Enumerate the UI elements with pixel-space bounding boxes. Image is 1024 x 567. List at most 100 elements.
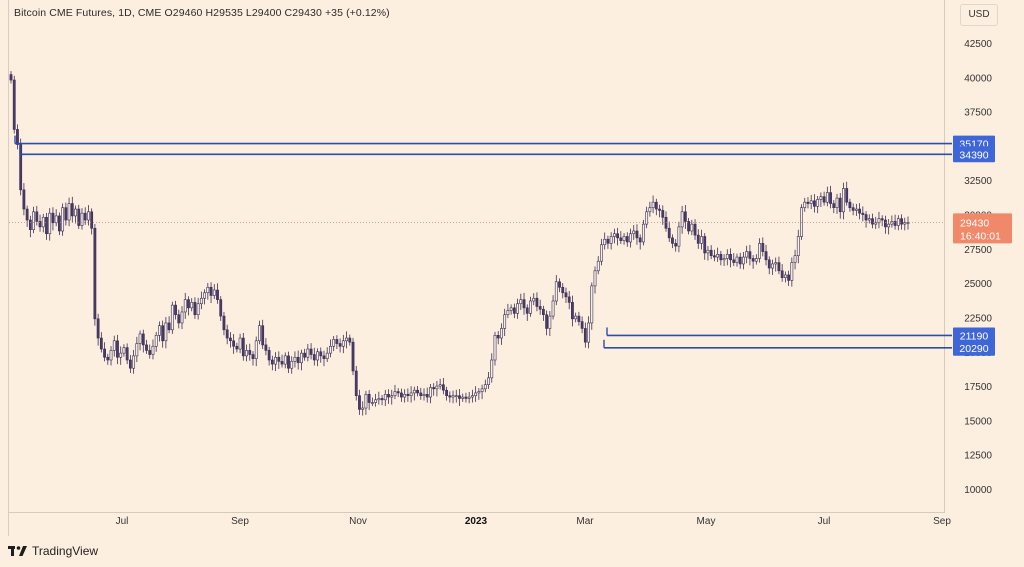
candle-body	[454, 395, 458, 397]
candle-body	[293, 356, 297, 362]
candle-body	[170, 304, 174, 331]
currency-button[interactable]: USD	[960, 4, 998, 26]
candle-body	[674, 243, 678, 247]
price-chart[interactable]: 1000012500150001750020000225002500027500…	[0, 0, 1024, 540]
candle-body	[783, 274, 787, 278]
candle-body	[345, 337, 348, 342]
candle-body	[703, 236, 707, 254]
candle-body	[132, 355, 136, 369]
candle-body	[871, 218, 874, 225]
candle-body	[735, 256, 739, 263]
candle-body	[209, 286, 213, 296]
candle-body	[503, 314, 507, 329]
candle-body	[574, 315, 578, 320]
x-tick-label: May	[697, 516, 716, 527]
candle-body	[374, 399, 378, 403]
candle-body	[206, 286, 210, 294]
candle-body	[148, 350, 152, 355]
candle-body	[616, 233, 620, 239]
candle-body	[522, 299, 526, 309]
candle-body	[848, 201, 852, 208]
y-tick-label: 25000	[964, 279, 992, 290]
candle-body	[174, 304, 177, 316]
candles-group	[9, 71, 910, 416]
level-badge-label: 21190	[960, 330, 989, 342]
candle-body	[532, 297, 536, 302]
candle-body	[203, 292, 206, 299]
candle-body	[122, 347, 126, 354]
candle-body	[803, 201, 807, 208]
candle-body	[19, 144, 23, 191]
candle-body	[648, 207, 652, 213]
candle-body	[351, 341, 355, 372]
candle-body	[332, 339, 336, 347]
candle-body	[299, 352, 303, 364]
candle-body	[693, 223, 697, 236]
x-tick-label: Jul	[818, 516, 831, 527]
candle-body	[645, 211, 649, 225]
candle-body	[767, 259, 771, 269]
tradingview-brand[interactable]: TradingView	[32, 544, 99, 558]
candle-body	[74, 208, 77, 217]
y-tick-label: 12500	[964, 451, 992, 462]
candle-body	[451, 395, 455, 398]
candle-body	[561, 286, 565, 294]
tradingview-logo-icon[interactable]	[8, 545, 28, 557]
candle-body	[464, 396, 468, 399]
candle-body	[335, 339, 339, 344]
candle-body	[232, 340, 236, 347]
candle-body	[193, 302, 197, 316]
candle-body	[787, 274, 791, 281]
candle-body	[748, 251, 752, 259]
candle-body	[145, 344, 148, 351]
candle-body	[677, 226, 681, 247]
candle-body	[212, 289, 216, 296]
candle-body	[458, 395, 461, 399]
candle-body	[822, 196, 826, 203]
candle-body	[764, 251, 768, 261]
candle-body	[706, 249, 710, 254]
candle-body	[267, 350, 271, 361]
y-tick-label: 32500	[964, 176, 992, 187]
candle-body	[9, 74, 13, 81]
candle-body	[858, 208, 862, 214]
candle-body	[106, 356, 110, 361]
candle-body	[538, 306, 542, 310]
y-tick-label: 10000	[964, 485, 992, 496]
candle-body	[906, 222, 910, 224]
candle-body	[729, 254, 732, 261]
candle-body	[516, 303, 519, 314]
countdown-label: 16:40:01	[960, 230, 1001, 242]
candle-body	[529, 300, 532, 314]
candle-body	[219, 299, 223, 317]
candle-body	[590, 285, 594, 324]
candle-body	[196, 303, 200, 316]
candle-body	[596, 260, 600, 272]
candle-body	[364, 394, 368, 409]
y-tick-label: 27500	[964, 245, 992, 256]
candle-body	[845, 188, 849, 203]
candle-body	[329, 345, 332, 354]
candle-body	[409, 392, 413, 396]
candle-body	[158, 325, 161, 336]
candle-body	[877, 218, 881, 224]
candle-body	[45, 216, 48, 235]
level-badge	[953, 339, 995, 356]
levels-group	[9, 135, 952, 349]
candle-body	[903, 222, 907, 225]
candle-body	[387, 394, 390, 398]
level-badge-label: 20290	[959, 343, 988, 355]
candle-body	[471, 395, 474, 398]
candle-body	[251, 354, 255, 359]
candle-body	[487, 377, 490, 386]
candle-body	[261, 325, 265, 346]
candle-body	[367, 394, 371, 403]
candle-body	[809, 200, 813, 204]
candle-body	[793, 255, 797, 263]
candle-body	[393, 391, 397, 396]
candle-body	[832, 203, 836, 208]
candle-body	[580, 321, 584, 329]
candle-body	[403, 394, 407, 398]
candle-body	[884, 219, 887, 228]
